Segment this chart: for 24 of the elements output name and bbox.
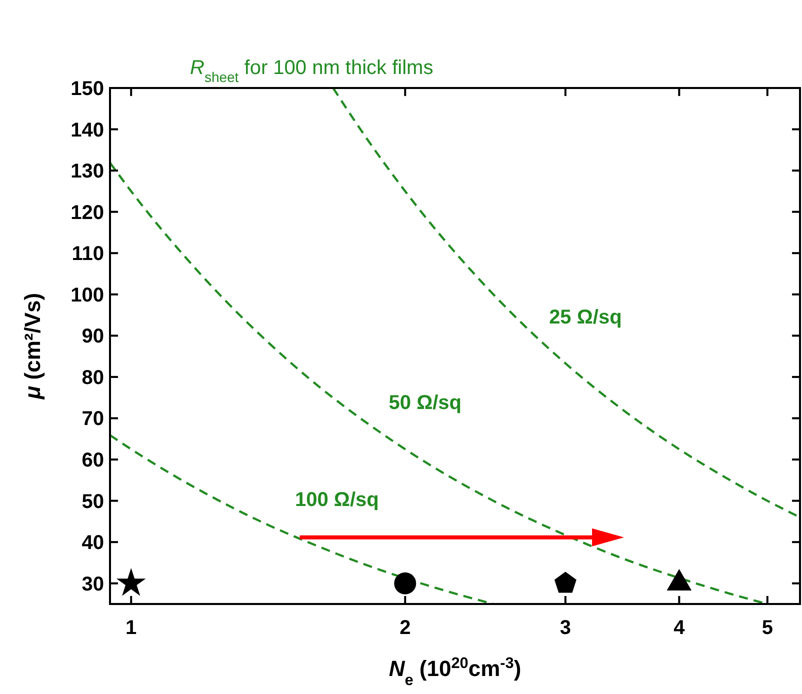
x-tick-label: 1 — [126, 617, 137, 639]
y-axis-title: μ (cm²/Vs) — [20, 292, 45, 400]
y-tick-label: 150 — [70, 78, 104, 100]
y-tick-label: 110 — [72, 243, 104, 266]
y-tick-label: 90 — [82, 326, 104, 348]
x-tick-label: 4 — [674, 617, 686, 639]
y-tick-label: 100 — [70, 284, 104, 306]
x-tick-label: 3 — [560, 617, 571, 639]
series-label: 50 Ω/sq — [388, 392, 462, 414]
x-axis-title: N$_{e}$ (10$^{20}$cm$^{-3}$) — [388, 654, 522, 688]
text: R$_{sheet}$ for 100 nm thick films — [190, 57, 434, 85]
y-tick-label: 30 — [82, 573, 104, 596]
y-tick-label: 50 — [82, 490, 104, 513]
y-tick-label: 80 — [82, 366, 104, 389]
series-label: 25 Ω/sq — [549, 306, 622, 328]
y-tick-label: 40 — [82, 532, 104, 554]
series-label: 100 Ω/sq — [294, 488, 379, 511]
y-tick-label: 60 — [82, 450, 104, 472]
y-tick-label: 130 — [70, 160, 104, 183]
x-tick-label: 2 — [400, 617, 411, 639]
y-tick-label: 140 — [70, 119, 104, 142]
y-tick-label: 120 — [70, 202, 104, 224]
x-tick-label: 5 — [762, 617, 773, 639]
y-tick-label: 70 — [82, 408, 104, 430]
